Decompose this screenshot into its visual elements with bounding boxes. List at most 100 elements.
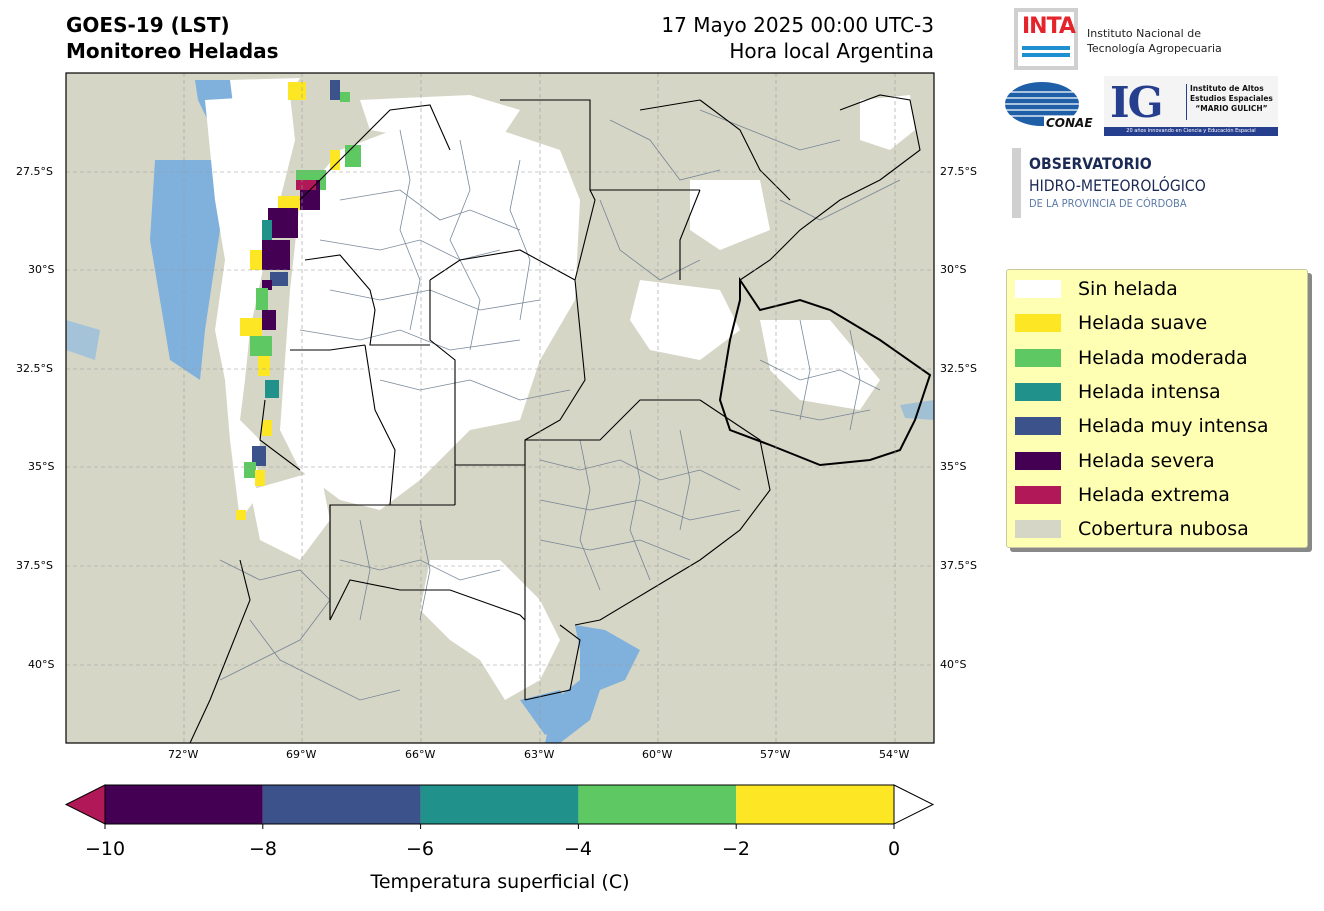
colorbar-under-arrow <box>64 784 106 825</box>
no-frost-west <box>205 95 295 520</box>
map-frame <box>65 72 935 744</box>
legend-label: Helada suave <box>1078 312 1208 335</box>
frost-legend: Sin helada Helada suave Helada moderada Hel… <box>1006 269 1308 548</box>
title-product: Monitoreo Heladas <box>66 39 279 63</box>
colorbar-bin <box>736 785 894 824</box>
ig-logo: IG Instituto de Altos Estudios Espaciale… <box>1104 76 1278 136</box>
legend-swatch <box>1015 520 1061 539</box>
lat-label-right-5: 37.5°S <box>940 559 977 572</box>
observatorio-line2: HIDRO-METEOROLÓGICO <box>1029 176 1206 195</box>
map-date: 17 Mayo 2025 00:00 UTC-3 Hora local Arge… <box>661 12 934 64</box>
colorbar-bin <box>578 785 737 824</box>
colorbar-over-arrow <box>893 784 935 825</box>
observatorio-bar <box>1012 148 1021 218</box>
conae-logo: CONAE <box>1004 80 1095 134</box>
no-frost-west-2 <box>230 78 300 120</box>
ig-name-line3: “MARIO GULICH” <box>1195 104 1268 113</box>
colorbar-tick-4: −4 <box>563 838 592 860</box>
legend-swatch <box>1015 280 1061 298</box>
legend-label: Helada muy intensa <box>1078 415 1269 438</box>
legend-label: Cobertura nubosa <box>1078 518 1249 541</box>
legend-item: Helada moderada <box>1007 341 1307 375</box>
legend-label: Helada intensa <box>1078 380 1221 403</box>
colorbar-tick-2: −8 <box>248 838 277 860</box>
no-frost-uruguay <box>760 320 880 410</box>
frost-pixels <box>236 80 361 520</box>
lat-label-left-4: 35°S <box>28 460 55 473</box>
lon-label-5: 60°W <box>642 748 673 761</box>
lat-label-left-5: 37.5°S <box>16 559 53 572</box>
no-frost-ne2 <box>690 180 770 250</box>
date-utc: 17 Mayo 2025 00:00 UTC-3 <box>661 13 934 37</box>
ig-name-line1: Instituto de Altos <box>1190 84 1264 93</box>
legend-label: Helada extrema <box>1078 483 1230 506</box>
legend-swatch <box>1015 348 1061 367</box>
lon-label-3: 66°W <box>405 748 436 761</box>
colorbar-frame <box>104 784 895 825</box>
conae-word: CONAE <box>1044 116 1095 130</box>
ig-name-line2: Estudios Espaciales <box>1190 94 1273 103</box>
lat-label-right-6: 40°S <box>940 658 967 671</box>
colorbar-tick-1: −10 <box>84 838 126 860</box>
observatorio-line3: DE LA PROVINCIA DE CÓRDOBA <box>1029 197 1187 210</box>
legend-label: Sin helada <box>1078 278 1178 300</box>
lon-label-6: 57°W <box>760 748 791 761</box>
legend-item: Helada intensa <box>1007 375 1307 409</box>
lat-label-right-2: 30°S <box>940 263 967 276</box>
legend-label: Helada moderada <box>1078 346 1248 369</box>
inta-name-line2: Tecnología Agropecuaria <box>1087 42 1222 55</box>
inta-logo: INTA <box>1014 8 1078 70</box>
inta-name: Instituto Nacional de Tecnología Agropec… <box>1087 26 1222 56</box>
observatorio-line1: OBSERVATORIO <box>1029 154 1152 173</box>
lat-label-left-1: 27.5°S <box>16 165 53 178</box>
lon-label-7: 54°W <box>879 748 910 761</box>
legend-swatch <box>1015 417 1061 436</box>
ig-name: Instituto de Altos Estudios Espaciales “… <box>1190 84 1273 114</box>
colorbar-label: Temperatura superficial (C) <box>370 871 630 893</box>
legend-label: Helada severa <box>1078 449 1215 472</box>
legend-item: Helada suave <box>1007 306 1307 340</box>
inta-name-line1: Instituto Nacional de <box>1087 27 1201 40</box>
no-frost-southwest <box>250 470 330 560</box>
lat-label-left-2: 30°S <box>28 263 55 276</box>
colorbar <box>64 784 935 829</box>
lon-label-1: 72°W <box>168 748 199 761</box>
lon-label-2: 69°W <box>286 748 317 761</box>
legend-swatch <box>1015 485 1061 504</box>
lat-label-right-4: 35°S <box>940 460 967 473</box>
legend-swatch <box>1015 314 1061 333</box>
ig-letters: IG <box>1110 78 1163 127</box>
no-frost-northeast <box>860 95 915 150</box>
date-local: Hora local Argentina <box>729 39 934 63</box>
lat-label-right-1: 27.5°S <box>940 165 977 178</box>
colorbar-bin <box>262 785 421 824</box>
graticule <box>66 73 934 743</box>
map-title: GOES-19 (LST) Monitoreo Heladas <box>66 12 279 64</box>
lon-label-4: 63°W <box>524 748 555 761</box>
legend-item: Helada extrema <box>1007 478 1307 512</box>
map-frame-content <box>66 73 934 743</box>
ig-strip: 20 años innovando en Ciencia y Educación… <box>1104 127 1278 136</box>
legend-swatch <box>1015 382 1061 401</box>
legend-item: Cobertura nubosa <box>1007 512 1307 546</box>
department-boundaries <box>219 109 901 701</box>
title-satellite: GOES-19 (LST) <box>66 13 230 37</box>
atlantic-water-2 <box>520 690 575 735</box>
lat-label-right-3: 32.5°S <box>940 362 977 375</box>
legend-swatch <box>1015 451 1061 470</box>
colorbar-bin <box>420 785 579 824</box>
no-frost-mesopotamia <box>630 280 740 360</box>
lat-label-left-6: 40°S <box>28 658 55 671</box>
legend-item: Helada muy intensa <box>1007 409 1307 443</box>
pacific-blue-strip <box>66 320 100 360</box>
colorbar-bin <box>105 785 263 824</box>
no-frost-north <box>360 95 520 140</box>
legend-item: Sin helada <box>1007 272 1307 306</box>
lat-label-left-3: 32.5°S <box>16 362 53 375</box>
rio-de-la-plata <box>900 400 934 420</box>
colorbar-tick-6: 0 <box>887 838 901 860</box>
legend-item: Helada severa <box>1007 444 1307 478</box>
colorbar-tick-5: −2 <box>721 838 750 860</box>
inta-logo-word: INTA <box>1022 14 1076 39</box>
